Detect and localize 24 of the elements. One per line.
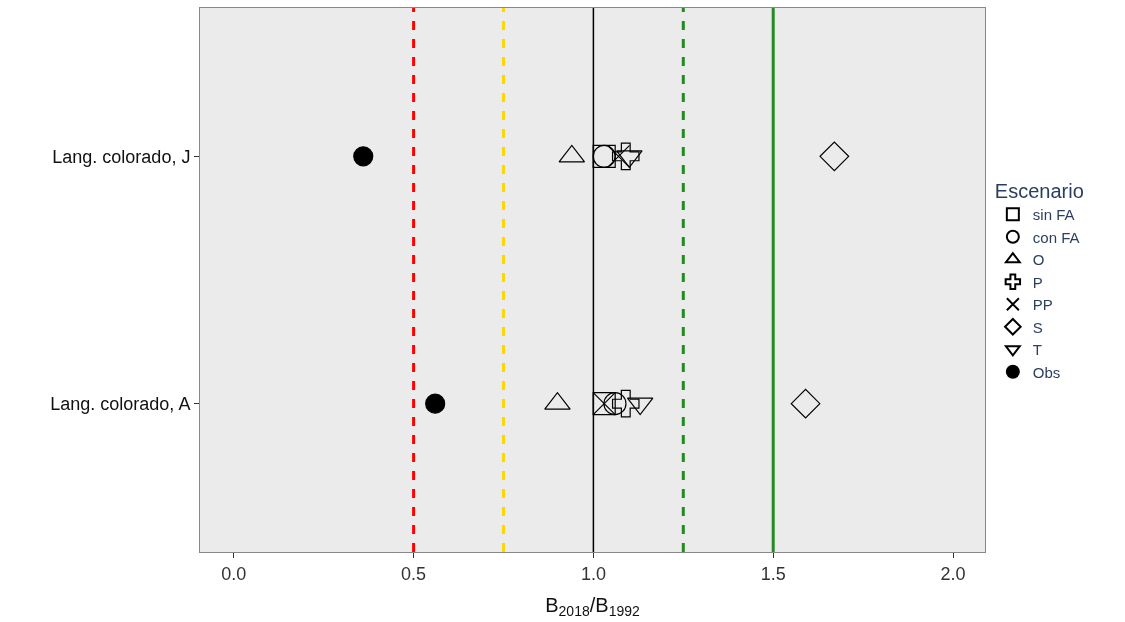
x-tick-label: 2.0	[940, 563, 966, 584]
point	[819, 141, 850, 172]
point	[606, 144, 631, 168]
legend-label: con FA	[1032, 228, 1080, 246]
legend-label: sin FA	[1032, 206, 1075, 224]
y-tick-label: Lang. colorado, A	[50, 393, 191, 414]
legend-label: PP	[1032, 296, 1053, 314]
point	[790, 388, 821, 419]
legend-title: Escenario	[994, 180, 1084, 202]
legend-label: T	[1032, 341, 1043, 359]
point	[425, 393, 446, 414]
x-tick-label: 1.5	[760, 563, 786, 584]
y-tick-label: Lang. colorado, J	[52, 146, 191, 167]
x-tick-label: 1.0	[580, 563, 606, 584]
point	[353, 146, 374, 167]
x-tick-label: 0.0	[221, 563, 247, 584]
point	[611, 142, 640, 171]
point	[611, 389, 640, 418]
legend-label: P	[1032, 273, 1043, 291]
legend-label: Obs	[1032, 363, 1061, 381]
x-axis-title: B$_{2018}$/B$_{1992}$	[545, 594, 640, 620]
legend-label: O	[1032, 251, 1045, 269]
x-tick-label: 0.5	[401, 563, 427, 584]
legend-label: S	[1032, 318, 1043, 336]
